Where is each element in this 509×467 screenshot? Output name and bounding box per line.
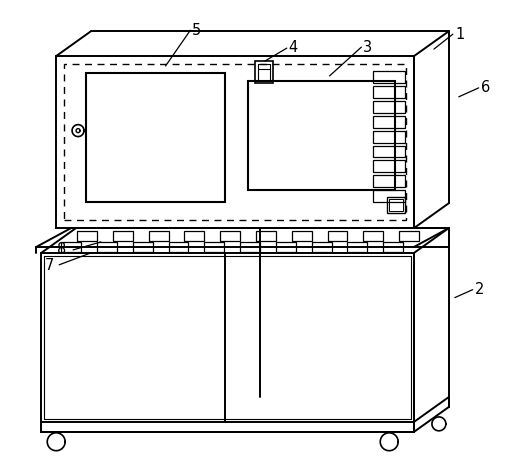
Text: 8: 8 xyxy=(56,242,66,257)
Bar xyxy=(133,242,153,252)
Bar xyxy=(77,231,97,241)
Bar xyxy=(149,231,168,241)
Bar xyxy=(373,116,405,127)
Bar xyxy=(168,242,188,252)
Bar xyxy=(248,81,395,190)
Bar xyxy=(399,231,419,241)
Bar xyxy=(86,73,225,202)
Bar xyxy=(348,242,367,252)
Bar xyxy=(256,231,276,241)
Bar xyxy=(240,242,260,252)
Bar xyxy=(387,197,405,213)
Bar xyxy=(373,86,405,98)
Bar xyxy=(276,242,296,252)
Text: 7: 7 xyxy=(45,258,54,273)
Text: 4: 4 xyxy=(288,40,297,55)
Bar xyxy=(373,101,405,113)
Bar xyxy=(61,242,81,252)
Text: 6: 6 xyxy=(481,80,490,95)
Bar xyxy=(255,61,273,83)
Bar xyxy=(312,242,331,252)
Bar xyxy=(113,231,133,241)
Bar xyxy=(204,242,224,252)
Bar xyxy=(373,161,405,172)
Text: 5: 5 xyxy=(192,23,201,38)
Text: 2: 2 xyxy=(475,282,485,297)
Bar xyxy=(328,231,348,241)
Bar xyxy=(363,231,383,241)
Bar xyxy=(373,175,405,187)
Bar xyxy=(389,199,403,211)
Bar xyxy=(220,231,240,241)
Bar xyxy=(292,231,312,241)
Bar xyxy=(64,64,406,220)
Bar xyxy=(97,242,117,252)
Text: 3: 3 xyxy=(363,40,372,55)
Text: 1: 1 xyxy=(455,27,464,42)
Bar xyxy=(373,131,405,142)
Bar xyxy=(41,253,414,432)
Bar xyxy=(184,231,204,241)
Bar xyxy=(383,242,403,252)
Bar xyxy=(373,71,405,83)
Bar xyxy=(56,56,414,228)
Bar xyxy=(373,190,405,202)
Bar xyxy=(373,146,405,157)
